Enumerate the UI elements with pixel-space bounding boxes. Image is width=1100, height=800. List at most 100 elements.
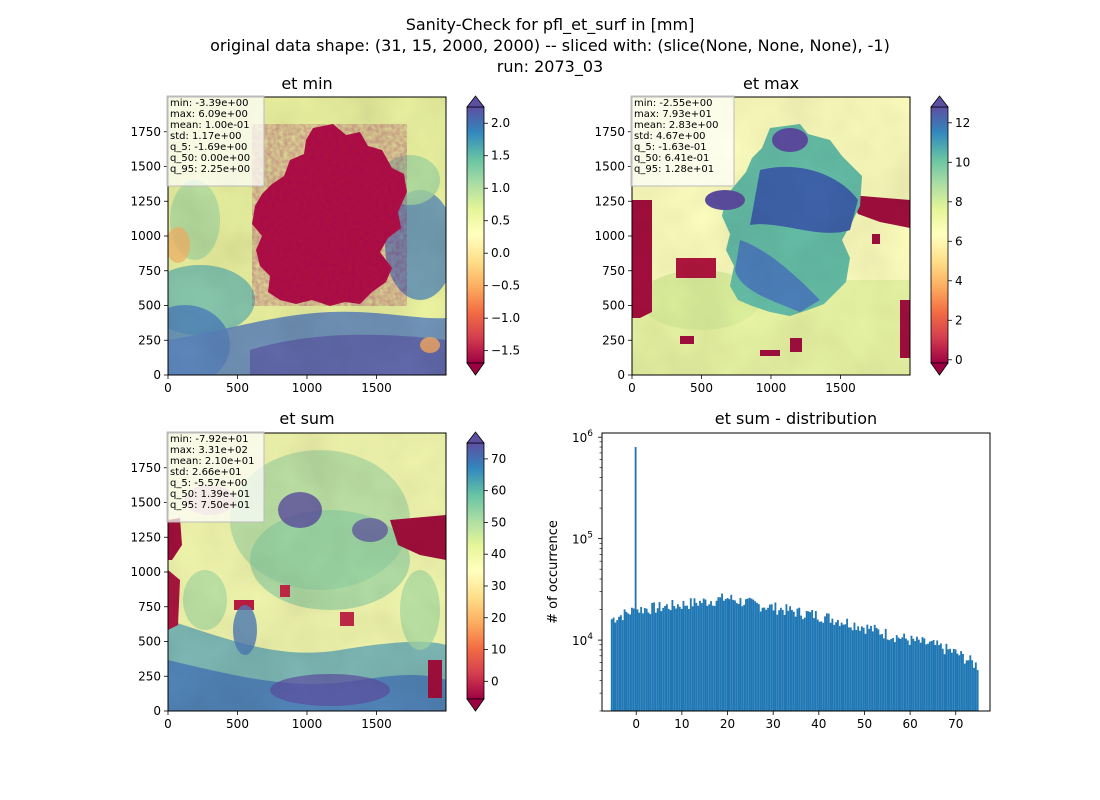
- histogram-bar: [928, 641, 931, 711]
- histogram-bar: [665, 604, 668, 711]
- histogram-bar: [930, 641, 933, 711]
- x-tick-label: 1500: [825, 381, 856, 395]
- y-tick-label: 1250: [130, 194, 161, 208]
- histogram-bar: [908, 644, 911, 711]
- histogram-bar: [710, 601, 712, 711]
- y-tick-label: 1000: [594, 229, 625, 243]
- colorbar-tick-label: 2: [955, 313, 963, 327]
- histogram-bar: [842, 624, 845, 711]
- histogram-bar: [877, 629, 880, 711]
- histogram-bar: [682, 600, 685, 711]
- stat-line: q_50: 0.00e+00: [170, 153, 250, 164]
- histogram-bar: [778, 610, 780, 711]
- histogram-bar: [623, 609, 626, 711]
- y-tick-label: 500: [138, 299, 161, 313]
- y-tick-label: 1000: [130, 565, 161, 579]
- x-tick-label: 1500: [361, 717, 392, 731]
- histogram-bar: [767, 607, 769, 711]
- colorbar-et-min: [466, 95, 485, 376]
- histogram-bar: [621, 620, 624, 711]
- histogram-bar: [851, 630, 854, 711]
- histogram-bar: [945, 643, 948, 711]
- stat-line: mean: 2.10e+01: [170, 456, 254, 467]
- histogram-bar: [853, 622, 856, 711]
- histogram-bar: [803, 617, 806, 711]
- colorbar-tick-label: 30: [491, 579, 506, 593]
- y-tick-label: 750: [138, 264, 161, 278]
- colorbar-ticks-et-sum: 70 60 50 40 30 20 10 0: [484, 452, 506, 688]
- histogram-bar: [726, 598, 729, 711]
- histogram-bar: [678, 606, 681, 711]
- stat-line: q_5: -1.63e-01: [634, 142, 707, 153]
- histogram-bar: [886, 639, 889, 711]
- x-tick-label: 20: [720, 717, 735, 731]
- histogram-bar: [629, 614, 632, 711]
- histogram-bar: [831, 618, 834, 711]
- histogram-bar: [640, 607, 643, 711]
- histogram-bar: [785, 604, 788, 711]
- histogram-bar: [822, 622, 825, 711]
- figure-title-line-1: Sanity-Check for pfl_et_surf in [mm]: [406, 15, 695, 35]
- histogram-bar: [864, 633, 867, 711]
- histogram-bar: [855, 630, 858, 711]
- y-tick-label: 250: [138, 669, 161, 683]
- histogram-bar: [884, 628, 887, 711]
- histogram-bar: [746, 598, 749, 711]
- histogram-bar: [910, 635, 913, 711]
- histogram-bar: [684, 605, 687, 711]
- x-tick-label: 10: [674, 717, 689, 731]
- histogram-bar: [962, 653, 964, 711]
- histogram-bar: [722, 600, 725, 711]
- colorbar-tick-label: 1.0: [491, 181, 510, 195]
- histogram-bar: [741, 606, 744, 711]
- histogram-bar: [943, 654, 946, 711]
- y-tick-label: 1750: [130, 125, 161, 139]
- histogram-bar: [658, 602, 661, 711]
- histogram-bar: [936, 640, 939, 711]
- histogram-bar: [618, 616, 621, 711]
- histogram-bar: [903, 633, 906, 711]
- histogram-bar: [862, 627, 865, 711]
- colorbar-tick-label: −1.5: [491, 344, 520, 358]
- histogram-bar: [776, 614, 779, 711]
- histogram-bar: [860, 626, 863, 711]
- colorbar-et-max: [930, 95, 949, 376]
- histogram-bar: [925, 644, 928, 711]
- y-tick-label: 250: [602, 333, 625, 347]
- histogram-bar: [792, 611, 795, 711]
- stat-line: q_50: 6.41e-01: [634, 153, 709, 164]
- colorbar-tick-label: 1.5: [491, 149, 510, 163]
- histogram-bar: [816, 619, 819, 711]
- axes-frame-distribution: [601, 432, 991, 712]
- histogram-bar: [881, 633, 883, 711]
- stat-line: mean: 1.00e-01: [170, 120, 250, 131]
- y-tick-label: 106: [572, 429, 593, 445]
- histogram-bar: [866, 624, 869, 711]
- x-tick-label: 1000: [292, 381, 323, 395]
- panel-title-distribution: et sum - distribution: [715, 409, 877, 428]
- colorbar-tick-label: 60: [491, 484, 506, 498]
- histogram-bar: [610, 619, 613, 711]
- x-tick-label: 70: [948, 717, 963, 731]
- stats-box-et-max: min: -2.55e+00 max: 7.93e+01 mean: 2.83e…: [630, 95, 735, 187]
- colorbar-tick-label: 0.0: [491, 246, 510, 260]
- histogram-bar: [951, 652, 953, 711]
- histogram-bar: [844, 624, 847, 711]
- y-tick-label: 1750: [594, 125, 625, 139]
- histogram-bar: [939, 643, 942, 711]
- stats-box-et-min: min: -3.39e+00 max: 6.09e+00 mean: 1.00e…: [166, 95, 265, 187]
- x-tick-label: 60: [902, 717, 917, 731]
- histogram-bar: [719, 597, 722, 711]
- stat-line: q_5: -5.57e+00: [170, 478, 247, 489]
- histogram-bar: [969, 655, 972, 711]
- histogram-bar: [899, 638, 902, 711]
- histogram-bar: [838, 626, 841, 711]
- x-axis-distribution: 0 10 20 30 40 50 60 70: [632, 711, 963, 731]
- x-tick-label: 1000: [292, 717, 323, 731]
- histogram-bar: [634, 447, 637, 711]
- histogram-bar: [882, 638, 885, 711]
- histogram-bar: [763, 607, 766, 711]
- histogram-bar: [857, 626, 860, 711]
- histogram-bar: [893, 642, 896, 711]
- histogram-bar: [820, 621, 823, 711]
